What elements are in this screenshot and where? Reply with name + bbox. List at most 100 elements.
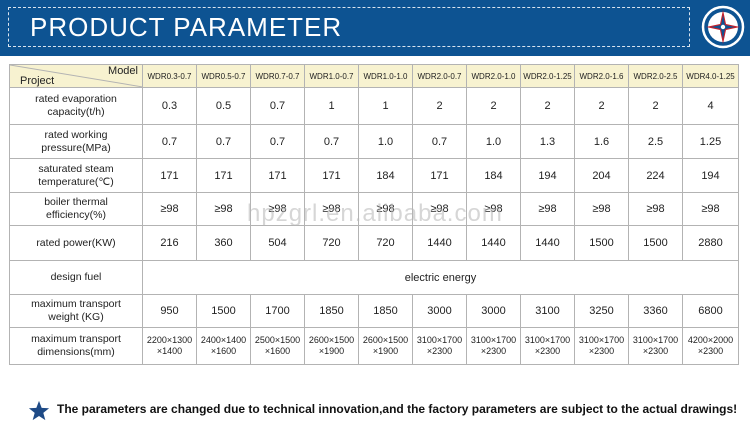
table-row: design fuel electric energy	[9, 260, 739, 295]
value-cell: 171	[304, 158, 359, 193]
value-cell: 3100×1700 ×2300	[520, 327, 575, 365]
parameter-table: Model Project WDR0.3-0.7 WDR0.5-0.7 WDR0.7-0…	[9, 64, 739, 365]
parameter-table-wrapper: Model Project WDR0.3-0.7 WDR0.5-0.7 WDR0.7-0…	[9, 64, 739, 365]
dimension-line: ×2300	[697, 346, 724, 356]
value-cell: 1500	[628, 225, 683, 261]
value-cell: 1.25	[682, 124, 739, 159]
dimension-line: 3100×1700	[524, 335, 571, 345]
dimension-line: 2600×1500	[362, 335, 409, 345]
dimension-line: ×2300	[642, 346, 669, 356]
value-cell: 2	[628, 87, 683, 125]
dimension-line: 3100×1700	[578, 335, 625, 345]
dimension-line: 3100×1700	[416, 335, 463, 345]
value-cell: 184	[466, 158, 521, 193]
value-cell: 3100×1700 ×2300	[412, 327, 467, 365]
row-label-line: maximum transport	[31, 298, 121, 310]
value-cell: 2200×1300 ×1400	[142, 327, 197, 365]
value-cell: 2.5	[628, 124, 683, 159]
value-cell: 216	[142, 225, 197, 261]
value-cell: 0.7	[250, 124, 305, 159]
value-cell: 2400×1400 ×1600	[196, 327, 251, 365]
star-icon	[28, 400, 50, 421]
value-cell: 2500×1500 ×1600	[250, 327, 305, 365]
value-cell: 0.7	[250, 87, 305, 125]
row-label-line: saturated steam	[38, 162, 114, 175]
value-cell: 4	[682, 87, 739, 125]
dimension-line: ×1400	[156, 346, 183, 356]
value-cell: 0.7	[196, 124, 251, 159]
row-label-cell: rated working pressure(MPa)	[9, 124, 143, 159]
row-label-line: maximum transport	[31, 333, 121, 345]
value-cell: 2600×1500 ×1900	[304, 327, 359, 365]
dimension-line: 2200×1300	[146, 335, 193, 345]
row-label-line: efficiency(%)	[46, 209, 106, 221]
corner-project-label: Project	[20, 75, 55, 87]
row-label-line: rated power(KW)	[36, 236, 116, 249]
value-cell: 3000	[466, 294, 521, 328]
value-cell: 0.7	[304, 124, 359, 159]
model-header-cell: WDR0.5-0.7	[196, 64, 251, 88]
value-cell: 2	[412, 87, 467, 125]
row-label-cell: boiler thermal efficiency(%)	[9, 192, 143, 226]
value-cell: 3250	[574, 294, 629, 328]
value-cell: 3360	[628, 294, 683, 328]
model-header-cell: WDR0.3-0.7	[142, 64, 197, 88]
value-cell: 1.0	[466, 124, 521, 159]
dimension-line: ×1900	[372, 346, 399, 356]
dimension-line: ×1600	[264, 346, 291, 356]
value-cell: 950	[142, 294, 197, 328]
table-row: maximum transport dimensions(mm) 2200×1300…	[9, 327, 739, 365]
value-cell: 720	[304, 225, 359, 261]
value-cell: ≥98	[358, 192, 413, 226]
value-cell: 3100×1700 ×2300	[466, 327, 521, 365]
value-cell: 1	[304, 87, 359, 125]
header-bar: PRODUCT PARAMETER	[0, 0, 750, 56]
value-cell: 2880	[682, 225, 739, 261]
row-label-line: weight (KG)	[48, 311, 104, 323]
row-label-cell: rated evaporation capacity(t/h)	[9, 87, 143, 125]
table-row: rated power(KW) 216 360 504 720 720 1440 1440 14…	[9, 225, 739, 261]
value-cell: 171	[142, 158, 197, 193]
value-cell: 1.3	[520, 124, 575, 159]
row-label-line: boiler thermal	[44, 196, 108, 208]
corner-header-cell: Model Project	[9, 64, 143, 88]
table-row: maximum transport weight (KG) 950 1500 1700 1…	[9, 294, 739, 328]
value-cell: 224	[628, 158, 683, 193]
value-cell: 2	[520, 87, 575, 125]
table-row: rated evaporation capacity(t/h) 0.3 0.5 0.7 1…	[9, 87, 739, 125]
dimension-line: 2400×1400	[200, 335, 247, 345]
model-header-cell: WDR2.0-2.5	[628, 64, 683, 88]
dimension-line: ×1900	[318, 346, 345, 356]
value-cell: 1	[358, 87, 413, 125]
row-label-cell: maximum transport dimensions(mm)	[9, 327, 143, 365]
value-cell: 1.0	[358, 124, 413, 159]
value-cell: 360	[196, 225, 251, 261]
model-header-cell: WDR0.7-0.7	[250, 64, 305, 88]
value-cell: 171	[250, 158, 305, 193]
row-label-line: rated working	[44, 128, 108, 141]
value-cell: 194	[682, 158, 739, 193]
compass-star-logo-icon	[701, 5, 745, 49]
model-header-cell: WDR4.0-1.25	[682, 64, 739, 88]
row-label-cell: design fuel	[9, 260, 143, 295]
row-label-cell: saturated steam temperature(℃)	[9, 158, 143, 193]
footer-note: The parameters are changed due to techni…	[57, 402, 738, 416]
merged-value-cell: electric energy	[142, 260, 739, 295]
model-header-cell: WDR2.0-0.7	[412, 64, 467, 88]
value-cell: 0.3	[142, 87, 197, 125]
row-label-line: rated evaporation	[35, 93, 117, 105]
value-cell: 0.5	[196, 87, 251, 125]
row-label-cell: rated power(KW)	[9, 225, 143, 261]
value-cell: ≥98	[682, 192, 739, 226]
table-row: boiler thermal efficiency(%) ≥98 ≥98 ≥98 ≥98 ≥…	[9, 192, 739, 226]
value-cell: ≥98	[412, 192, 467, 226]
value-cell: 171	[412, 158, 467, 193]
value-cell: ≥98	[304, 192, 359, 226]
value-cell: 3000	[412, 294, 467, 328]
model-header-cell: WDR1.0-0.7	[304, 64, 359, 88]
value-cell: ≥98	[520, 192, 575, 226]
dimension-line: ×2300	[588, 346, 615, 356]
value-cell: 1850	[304, 294, 359, 328]
watermark-text: hpzgrl.en.alibaba.com	[247, 200, 503, 227]
value-cell: 2	[574, 87, 629, 125]
